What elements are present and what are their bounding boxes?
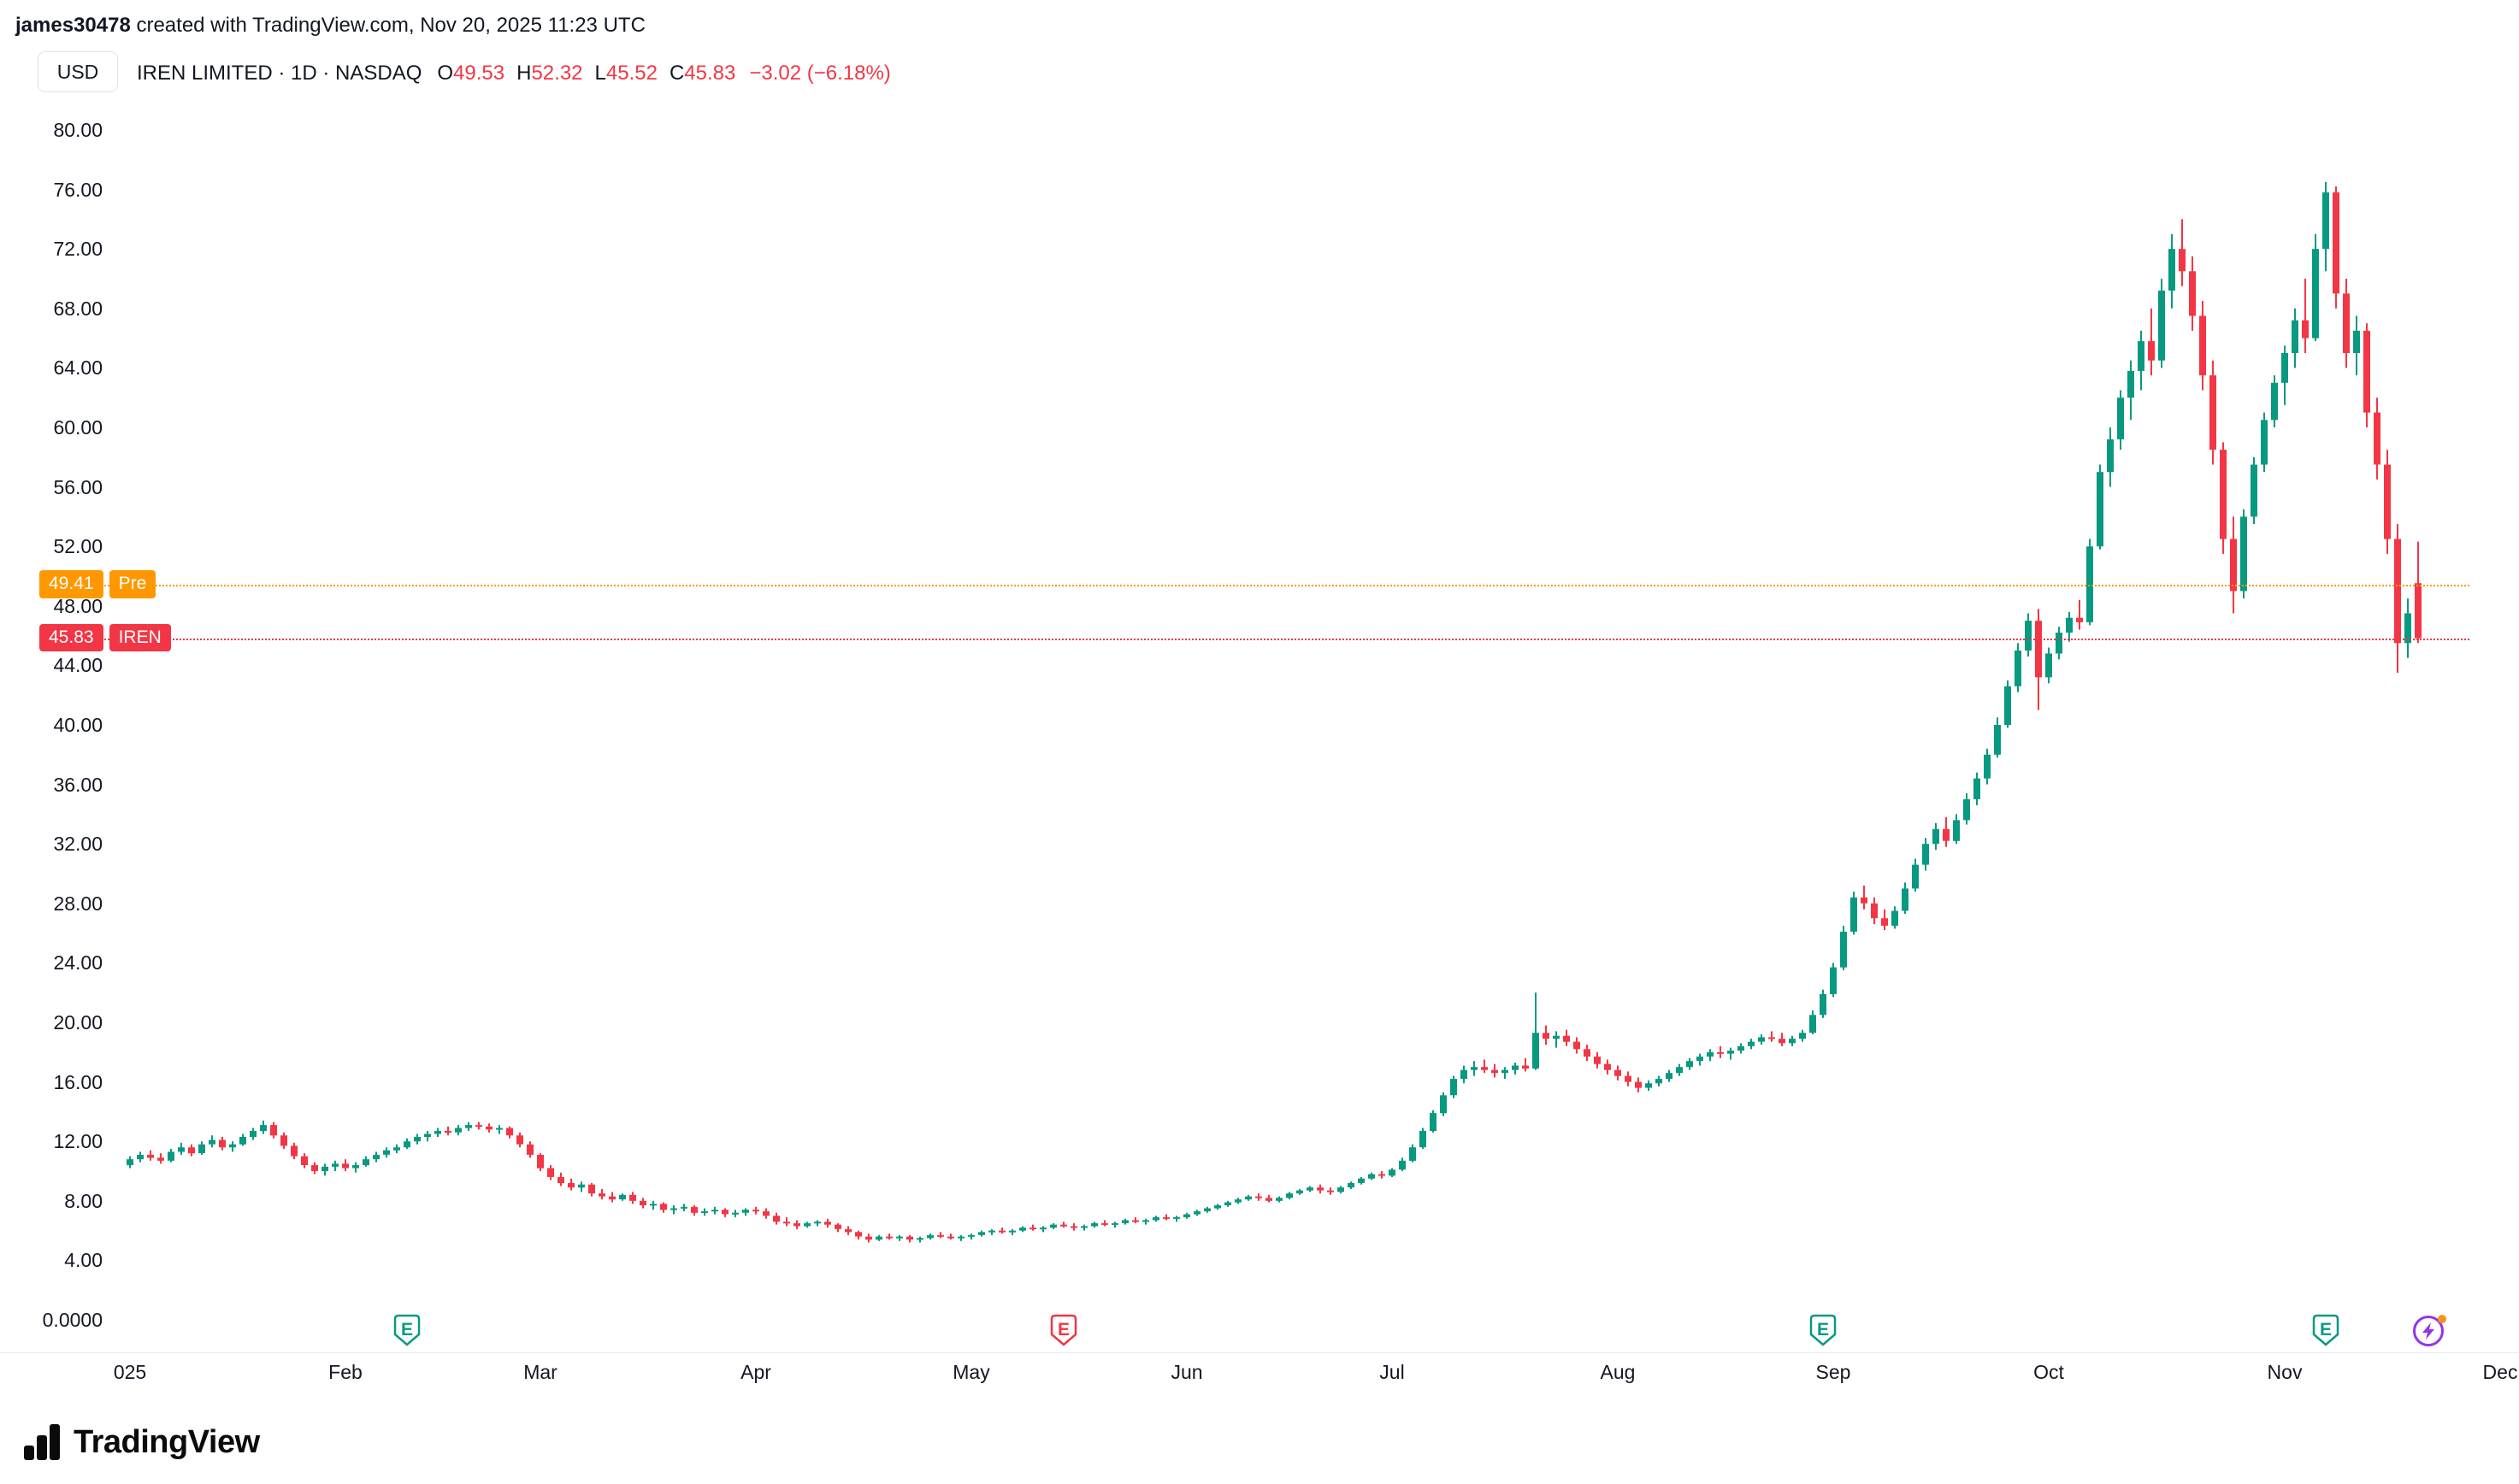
change-value: −3.02 (−6.18%) (749, 62, 891, 85)
ohlc-close-label: C (669, 62, 685, 85)
ohlc-high-value: 52.32 (531, 62, 583, 85)
time-axis-separator (0, 1352, 2519, 1353)
last-price-badge: 45.83 (39, 623, 103, 651)
ohlc-high-label: H (516, 62, 532, 85)
tradingview-wordmark: TradingView (74, 1423, 260, 1460)
svg-text:E: E (1058, 1320, 1070, 1340)
price-axis-label: 76.00 (53, 178, 103, 201)
ohlc-open-label: O (437, 62, 454, 85)
time-axis-label: Aug (1600, 1361, 1636, 1383)
time-axis-label: Oct (2033, 1361, 2064, 1383)
attribution-text: james30478 created with TradingView.com,… (15, 14, 646, 38)
premarket-price-badge: 49.41 (39, 570, 103, 598)
time-axis-label: Jul (1379, 1361, 1405, 1383)
symbol-title: IREN LIMITED · 1D · NASDAQ (137, 62, 422, 85)
time-axis-label: Jun (1171, 1361, 1203, 1383)
candles-group (127, 181, 2422, 1243)
ohlc-open-value: 49.53 (453, 62, 505, 85)
svg-text:E: E (401, 1320, 413, 1340)
earnings-icon[interactable]: E (1807, 1312, 1839, 1352)
price-axis-label: 28.00 (53, 892, 103, 915)
earnings-icon[interactable]: E (1047, 1312, 1080, 1352)
last-price-badge-row: 45.83 IREN (39, 623, 171, 651)
time-axis-label: Apr (740, 1361, 771, 1383)
price-axis-label: 4.00 (64, 1249, 103, 1272)
time-axis-label: Dec (2482, 1361, 2518, 1383)
ohlc-high: H52.32 (516, 62, 594, 85)
price-axis-label: 80.00 (53, 119, 103, 141)
price-axis-label: 20.00 (53, 1011, 103, 1034)
price-axis-label: 44.00 (53, 654, 103, 677)
premarket-price-line (39, 585, 2469, 587)
price-axis-label: 48.00 (53, 594, 103, 617)
ohlc-low-value: 45.52 (605, 62, 658, 85)
ohlc-low: L45.52 (595, 62, 670, 85)
price-axis-label: 24.00 (53, 951, 103, 975)
svg-text:E: E (2320, 1320, 2332, 1340)
price-axis-label: 40.00 (53, 714, 103, 736)
price-axis-label: 60.00 (53, 416, 103, 439)
price-axis-label: 72.00 (53, 238, 103, 261)
price-axis-label: 56.00 (53, 475, 103, 498)
time-axis-label: May (953, 1361, 990, 1383)
attribution-username: james30478 (15, 14, 131, 37)
time-axis-label: Feb (328, 1361, 363, 1383)
price-axis-label: 16.00 (53, 1070, 103, 1093)
price-axis-label: 64.00 (53, 356, 103, 380)
price-axis-label: 8.00 (64, 1189, 103, 1212)
last-price-line (39, 638, 2469, 640)
price-axis-label: 12.00 (53, 1130, 103, 1153)
svg-text:E: E (1817, 1320, 1829, 1340)
price-axis-label: 36.00 (53, 773, 103, 796)
time-axis-label: 025 (113, 1361, 147, 1383)
attribution-credit: created with TradingView.com, Nov 20, 20… (130, 14, 646, 37)
price-axis-label: 68.00 (53, 297, 103, 320)
ohlc-low-label: L (594, 62, 606, 85)
price-axis-label: 0.0000 (42, 1309, 103, 1331)
premarket-price-badge-row: 49.41 Pre (39, 570, 156, 598)
price-axis-label: 52.00 (53, 535, 103, 558)
tradingview-logo-icon (24, 1424, 60, 1460)
upcoming-earnings-icon[interactable] (2410, 1310, 2451, 1355)
currency-button[interactable]: USD (38, 51, 118, 92)
tradingview-logo[interactable]: TradingView (22, 1422, 260, 1462)
symbol-legend: IREN LIMITED · 1D · NASDAQ O49.53 H52.32… (137, 62, 903, 85)
ohlc-close: C45.83 (670, 62, 747, 85)
earnings-icon[interactable]: E (2310, 1312, 2342, 1352)
ohlc-open: O49.53 (437, 62, 516, 85)
symbol-tag-badge: IREN (109, 623, 171, 651)
time-axis-label: Mar (523, 1361, 557, 1383)
ohlc-close-value: 45.83 (684, 62, 736, 85)
premarket-tag-badge: Pre (109, 570, 156, 598)
earnings-icon[interactable]: E (391, 1312, 423, 1352)
time-axis-label: Sep (1815, 1361, 1851, 1383)
price-axis-label: 32.00 (53, 833, 103, 856)
time-axis-label: Nov (2267, 1361, 2303, 1383)
